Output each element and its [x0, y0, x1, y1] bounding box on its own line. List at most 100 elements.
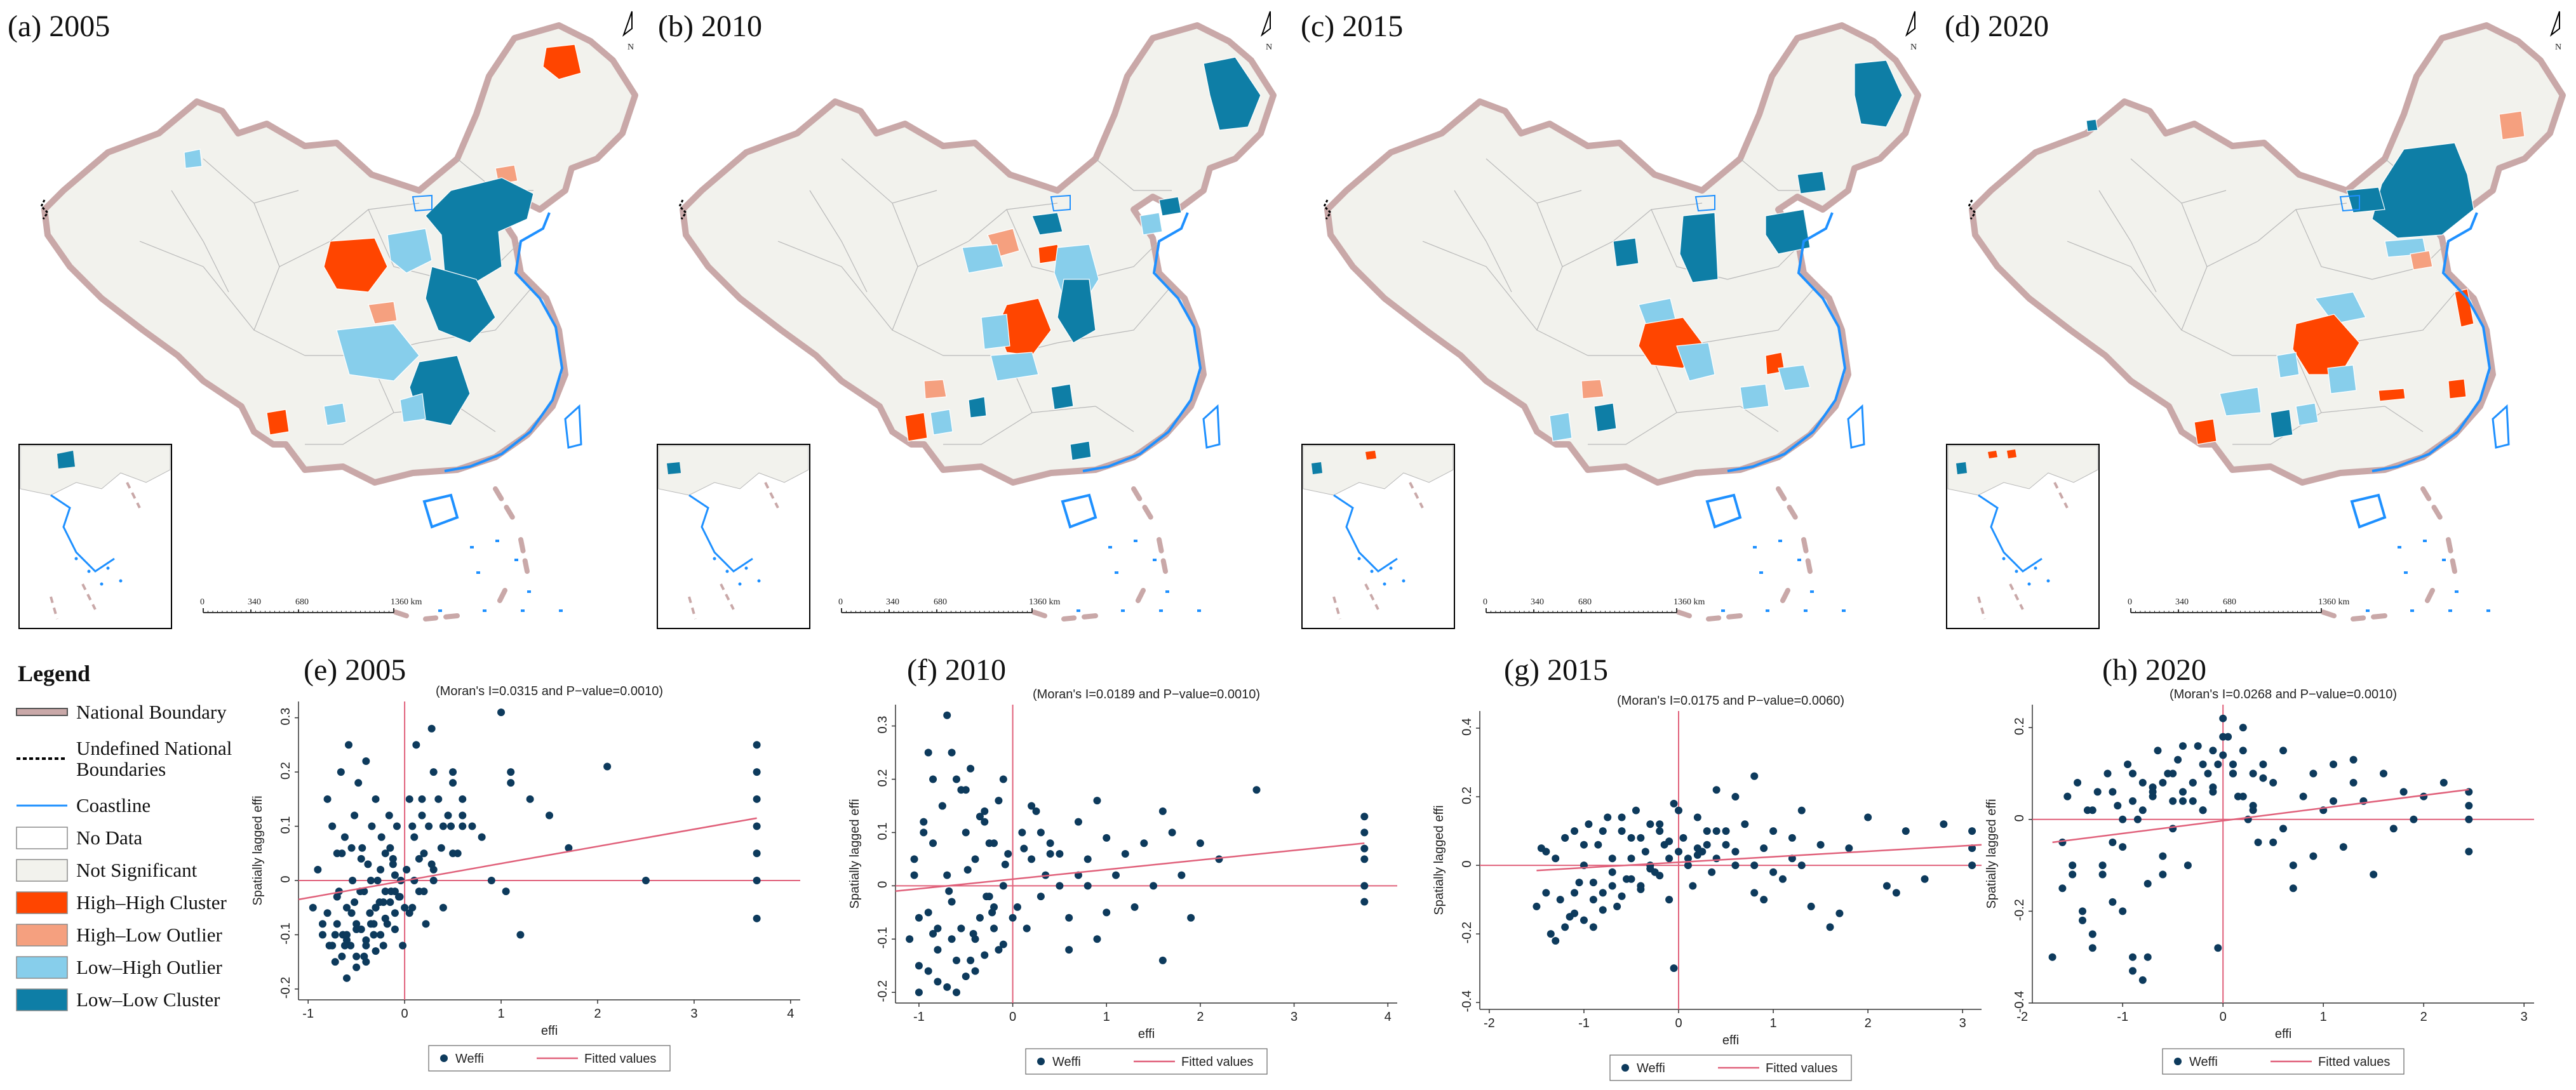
data-point: [1608, 868, 1616, 876]
data-point: [2048, 953, 2056, 961]
scale-label: 1360 km: [2318, 597, 2350, 607]
inset-island: [1357, 557, 1361, 561]
data-point: [2179, 797, 2187, 805]
china-map-svg: N 0 340 680 1360 km: [1946, 11, 2566, 629]
data-point: [2124, 761, 2132, 768]
data-point: [1580, 916, 1588, 924]
legend-label: National Boundary: [76, 701, 227, 723]
scale-label: 1360 km: [391, 597, 422, 607]
data-point: [1703, 827, 1711, 835]
map-title-2005: (a) 2005: [8, 10, 111, 43]
data-point: [1741, 820, 1749, 828]
data-point: [401, 903, 409, 912]
map-2015: N 0 340 680 1360 km: [1296, 0, 1931, 629]
y-tick-label: 0.2: [2013, 717, 2027, 735]
province-line: [2384, 406, 2424, 432]
data-point: [354, 779, 363, 787]
data-point: [2149, 783, 2157, 792]
north-arrow-icon: [622, 11, 633, 37]
data-point: [1816, 841, 1825, 849]
data-point: [2074, 778, 2082, 787]
region-low-low: [1031, 212, 1063, 236]
region-low-high: [1740, 383, 1769, 410]
scatter-title-2005: (e) 2005: [304, 653, 406, 687]
data-point: [1722, 827, 1730, 835]
x-tick-label: 0: [1675, 1016, 1682, 1030]
data-point: [1613, 902, 1621, 910]
data-point: [362, 757, 370, 765]
legend-point-label: Weffi: [2189, 1055, 2218, 1069]
swatch-fill: [16, 988, 68, 1011]
legend-fit-label: Fitted values: [584, 1052, 656, 1066]
data-point: [565, 844, 573, 852]
data-point: [1140, 839, 1148, 847]
data-point: [1158, 956, 1167, 964]
data-point: [952, 988, 960, 997]
data-point: [1892, 889, 1900, 897]
data-point: [2154, 747, 2162, 755]
data-point: [2189, 797, 2197, 805]
data-point: [1533, 902, 1541, 910]
y-axis-title: Spatially lagged effi: [1985, 799, 1999, 908]
data-point: [1665, 896, 1674, 904]
data-point: [1013, 903, 1021, 911]
region-low-low: [1203, 56, 1261, 131]
data-point: [386, 898, 394, 907]
province-line: [1095, 158, 1172, 191]
china-map-svg: N 0 340 680 1360 km: [18, 11, 638, 629]
data-point: [1608, 882, 1616, 890]
data-point: [427, 724, 436, 733]
island: [1165, 590, 1169, 593]
taiwan-coast: [1847, 404, 1865, 449]
data-point: [468, 822, 476, 830]
data-point: [360, 887, 368, 896]
data-point: [1684, 861, 1692, 870]
legend-swatch-svg: [16, 955, 68, 979]
data-point: [1670, 799, 1678, 808]
data-point: [379, 941, 387, 950]
data-point: [2194, 742, 2202, 750]
data-point: [1632, 806, 1640, 814]
data-point: [1797, 861, 1806, 870]
data-point: [1968, 827, 1976, 835]
data-point: [2119, 815, 2127, 823]
x-tick-label: 1: [1103, 1010, 1110, 1024]
data-point: [323, 909, 332, 917]
data-point: [2129, 967, 2137, 975]
data-point: [1731, 847, 1740, 856]
data-point: [1769, 868, 1778, 876]
data-point: [1020, 844, 1028, 853]
data-point: [1665, 854, 1674, 863]
data-point: [405, 795, 413, 803]
data-point: [1778, 875, 1787, 883]
data-point: [328, 822, 337, 830]
data-point: [1196, 839, 1204, 847]
data-point: [2289, 884, 2297, 893]
data-point: [340, 941, 349, 950]
data-point: [1009, 914, 1017, 922]
data-point: [546, 811, 553, 820]
legend-point-label: Weffi: [1052, 1055, 1081, 1069]
scale-label: 0: [2128, 597, 2132, 607]
data-point: [2465, 802, 2473, 810]
undefined-boundary-west: [678, 199, 687, 220]
scale-label: 680: [295, 597, 309, 607]
legend-item-coastline: Coastline: [14, 789, 287, 821]
data-point: [952, 775, 960, 783]
data-point: [2239, 792, 2247, 801]
data-point: [948, 748, 956, 757]
inset-island: [106, 566, 110, 570]
data-point: [2109, 788, 2117, 796]
data-point: [1028, 855, 1036, 863]
data-point: [370, 931, 378, 939]
inset-island: [757, 579, 761, 583]
data-point: [381, 849, 389, 858]
y-tick-label: 0.3: [876, 716, 890, 734]
data-point: [1835, 909, 1844, 917]
legend-item-low-low: Low–Low Cluster: [14, 983, 287, 1016]
data-point: [1360, 844, 1369, 853]
data-point: [920, 828, 928, 837]
data-point: [1056, 882, 1064, 890]
x-tick-label: 1: [497, 1007, 504, 1021]
legend-swatch-svg: [17, 757, 67, 760]
